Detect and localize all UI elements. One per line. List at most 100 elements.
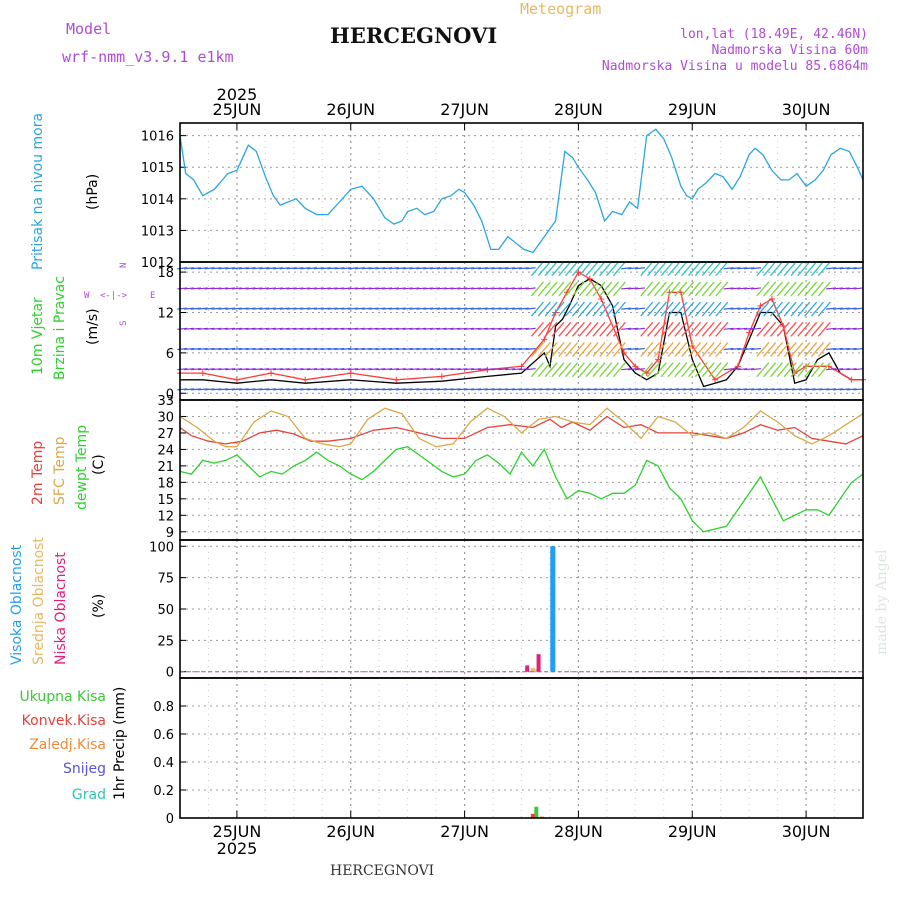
wind-barb: [375, 347, 386, 351]
wind-barb: [783, 342, 797, 357]
pressure-ytick-label: 1015: [141, 161, 174, 176]
wind-barb: [565, 261, 579, 277]
wind-barb: [197, 347, 208, 351]
wind-barb: [320, 267, 331, 270]
wind-barb: [826, 347, 837, 351]
wind-panel: 0 6 12 18: [157, 261, 866, 402]
wind-barb: [530, 362, 544, 378]
wind-barb: [388, 267, 400, 270]
wind-barb: [790, 261, 804, 277]
wind-barb: [395, 267, 406, 270]
wind-barb: [354, 388, 365, 391]
wind-barb: [238, 287, 249, 290]
wind-barb: [266, 388, 277, 391]
wind-barb: [306, 307, 318, 310]
gust-point: [643, 370, 650, 377]
gust-point: [768, 296, 775, 303]
wind-barb: [252, 307, 263, 310]
wind-barb: [320, 388, 331, 391]
wind-barb: [279, 287, 290, 290]
wind-barb: [660, 342, 674, 357]
wind-barb: [544, 342, 558, 357]
wind-barb: [197, 368, 208, 371]
wind-barb: [423, 327, 434, 330]
wind-barb: [744, 287, 755, 290]
wind-barb: [621, 287, 632, 290]
wind-barb: [402, 388, 413, 391]
wind-barb: [402, 347, 413, 351]
wind-barb: [839, 388, 850, 391]
model-name: wrf-nmm_v3.9.1 e1km: [62, 48, 234, 66]
wind-barb: [708, 362, 722, 378]
wind-barb: [853, 327, 864, 330]
wind-barb: [587, 388, 598, 391]
temperature-ytick-label: 12: [157, 509, 174, 524]
wind-barb: [300, 307, 311, 310]
wind-barb: [184, 347, 195, 351]
wind-barb: [674, 281, 688, 297]
wind-barb: [715, 301, 729, 317]
wind-barb: [505, 307, 516, 310]
wind-barb: [197, 388, 208, 391]
wind-barb: [457, 267, 468, 270]
wind-barb: [491, 388, 502, 391]
wind-barb: [518, 388, 529, 391]
wind-barb: [571, 281, 585, 297]
wind-barb: [551, 362, 565, 378]
wind-barb: [505, 267, 516, 270]
wind-barb: [238, 388, 249, 391]
temperature-ytick-label: 21: [157, 460, 174, 475]
wind-barb: [450, 347, 461, 351]
wind-barb: [585, 362, 599, 378]
wind-barb: [537, 261, 551, 277]
cloud-legend-mid: Srednja Oblacnost: [31, 537, 47, 665]
wind-barb: [606, 261, 620, 277]
precip-ylabel: 1hr Precip (mm): [112, 687, 128, 800]
wind-barb: [416, 347, 427, 351]
temperature-ytick-label: 24: [157, 443, 174, 458]
wind-barb: [354, 307, 365, 310]
wind-barb: [293, 267, 304, 270]
wind-barb: [703, 388, 714, 391]
wind-barb: [846, 388, 857, 391]
gust-point: [848, 376, 855, 383]
wind-barb: [259, 327, 270, 330]
wind-barb: [252, 287, 263, 290]
wind-barb: [715, 261, 729, 277]
wind-barb: [783, 301, 797, 317]
wind-barb: [252, 347, 263, 351]
wind-barb: [388, 307, 400, 310]
wind-barb: [436, 267, 447, 270]
wind-barb: [627, 368, 639, 371]
wind-barb: [744, 388, 755, 391]
gust-point: [233, 376, 240, 383]
wind-barb: [763, 281, 777, 297]
wind-barb: [347, 368, 359, 371]
wind-barb: [225, 267, 236, 270]
wind-barb: [585, 261, 599, 277]
wind-barb: [368, 368, 379, 371]
gust-point: [598, 296, 605, 303]
wind-barb: [443, 388, 454, 391]
wind-barb: [204, 287, 215, 290]
cloud-ytick-label: 100: [149, 540, 174, 555]
wind-barb: [839, 327, 850, 330]
wind-barb: [184, 368, 195, 371]
wind-barb: [347, 287, 359, 290]
srednja-oblacnost-bar: [530, 667, 535, 672]
wind-barb: [817, 281, 831, 297]
wind-barb: [484, 347, 495, 351]
gust-point: [620, 349, 627, 356]
wind-barb: [306, 267, 318, 270]
wind-barb: [293, 287, 304, 290]
wind-barb: [354, 267, 365, 270]
wind-barb: [647, 261, 661, 277]
wind-barb: [701, 362, 715, 378]
wind-barb: [606, 362, 620, 378]
wind-barb: [701, 342, 715, 357]
wind-barb: [382, 388, 393, 391]
wind-barb: [790, 321, 804, 337]
wind-barb: [491, 327, 502, 330]
wind-barb: [402, 307, 413, 310]
wind-barb: [477, 307, 488, 310]
